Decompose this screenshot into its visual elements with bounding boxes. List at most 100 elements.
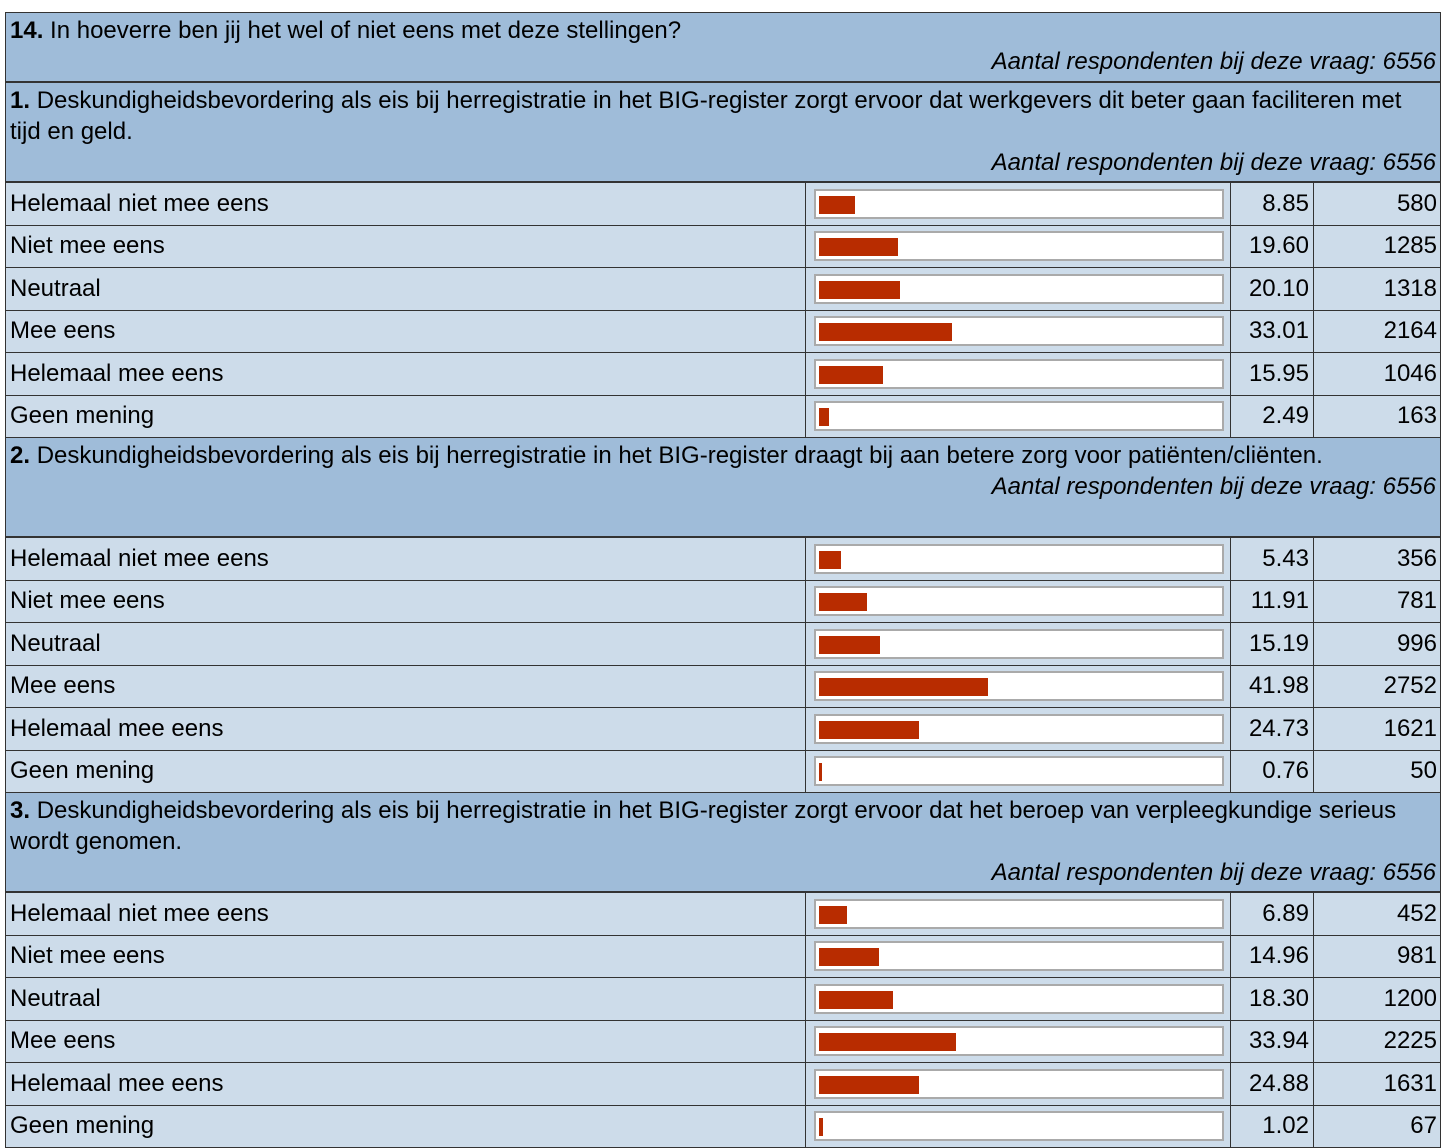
respondents: Aantal respondenten bij deze vraag: 6556 [991, 473, 1436, 500]
count: 2164 [1314, 310, 1441, 352]
percentage: 5.43 [1231, 538, 1314, 580]
bar [819, 1118, 824, 1137]
bar-track [814, 586, 1224, 617]
answer-row: Neutraal 15.19 996 [6, 623, 1441, 666]
question-line: 2. Deskundigheidsbevordering als eis bij… [10, 440, 1436, 471]
question-number: 1. [10, 87, 31, 114]
respondents: Aantal respondenten bij deze vraag: 6556 [991, 48, 1436, 75]
bar [819, 763, 823, 782]
answer-label: Niet mee eens [6, 225, 806, 267]
bar-track [814, 628, 1224, 659]
percentage: 41.98 [1231, 665, 1314, 707]
answer-row: Helemaal niet mee eens 5.43 356 [6, 538, 1441, 581]
bar-cell [806, 310, 1231, 352]
answer-row: Helemaal mee eens 24.73 1621 [6, 708, 1441, 751]
bar-track [814, 1068, 1224, 1099]
bar [819, 195, 855, 214]
bar-cell [806, 225, 1231, 267]
answer-row: Mee eens 41.98 2752 [6, 665, 1441, 708]
percentage: 15.95 [1231, 353, 1314, 395]
answer-row: Mee eens 33.01 2164 [6, 310, 1441, 353]
respondents: Aantal respondenten bij deze vraag: 6556 [991, 859, 1436, 886]
question-line: 3. Deskundigheidsbevordering als eis bij… [10, 795, 1436, 857]
answer-label: Helemaal niet mee eens [6, 183, 806, 225]
answer-label: Helemaal niet mee eens [6, 538, 806, 580]
count: 1631 [1314, 1063, 1441, 1105]
count: 452 [1314, 893, 1441, 935]
answer-row: Geen mening 1.02 67 [6, 1105, 1441, 1148]
percentage: 8.85 [1231, 183, 1314, 225]
percentage: 24.73 [1231, 708, 1314, 750]
bar [819, 365, 884, 384]
percentage: 19.60 [1231, 225, 1314, 267]
count: 67 [1314, 1105, 1441, 1147]
bar-track [814, 941, 1224, 972]
answer-label: Helemaal mee eens [6, 353, 806, 395]
bar [819, 323, 953, 342]
count: 356 [1314, 538, 1441, 580]
answer-label: Mee eens [6, 665, 806, 707]
percentage: 2.49 [1231, 395, 1314, 437]
bar-track [814, 1026, 1224, 1057]
percentage: 24.88 [1231, 1063, 1314, 1105]
answer-label: Helemaal niet mee eens [6, 893, 806, 935]
bar-track [814, 756, 1224, 787]
answer-label: Niet mee eens [6, 580, 806, 622]
bar-cell [806, 580, 1231, 622]
bar-track [814, 401, 1224, 432]
percentage: 33.01 [1231, 310, 1314, 352]
answer-row: Niet mee eens 14.96 981 [6, 935, 1441, 978]
bar-track [814, 983, 1224, 1014]
bar-track [814, 358, 1224, 389]
answer-row: Geen mening 2.49 163 [6, 395, 1441, 438]
bar-track [814, 898, 1224, 929]
bar [819, 1075, 920, 1094]
count: 1200 [1314, 978, 1441, 1020]
answer-label: Neutraal [6, 978, 806, 1020]
bar-cell [806, 395, 1231, 437]
bar [819, 990, 893, 1009]
bar-cell [806, 183, 1231, 225]
count: 1318 [1314, 268, 1441, 310]
bar-cell [806, 750, 1231, 792]
bar-cell [806, 538, 1231, 580]
answer-row: Helemaal niet mee eens 8.85 580 [6, 183, 1441, 226]
question-number: 14. [10, 17, 44, 44]
bar-cell [806, 268, 1231, 310]
bar [819, 280, 900, 299]
bar [819, 593, 867, 612]
bar-track [814, 316, 1224, 347]
bar [819, 1033, 956, 1052]
question-number: 3. [10, 797, 31, 824]
bar-track [814, 1111, 1224, 1142]
question-text: Deskundigheidsbevordering als eis bij he… [36, 442, 1323, 469]
bar-track [814, 188, 1224, 219]
bar-track [814, 713, 1224, 744]
percentage: 6.89 [1231, 893, 1314, 935]
bar-cell [806, 665, 1231, 707]
answer-label: Neutraal [6, 268, 806, 310]
bar-track [814, 231, 1224, 262]
answer-label: Geen mening [6, 1105, 806, 1147]
bar [819, 720, 919, 739]
question-header: 1. Deskundigheidsbevordering als eis bij… [6, 83, 1441, 183]
bar-cell [806, 978, 1231, 1020]
answer-label: Neutraal [6, 623, 806, 665]
answer-row: Geen mening 0.76 50 [6, 750, 1441, 793]
answer-label: Mee eens [6, 1020, 806, 1062]
answer-row: Helemaal mee eens 15.95 1046 [6, 353, 1441, 396]
answer-label: Niet mee eens [6, 935, 806, 977]
answer-row: Mee eens 33.94 2225 [6, 1020, 1441, 1063]
count: 163 [1314, 395, 1441, 437]
answer-row: Niet mee eens 19.60 1285 [6, 225, 1441, 268]
percentage: 18.30 [1231, 978, 1314, 1020]
percentage: 1.02 [1231, 1105, 1314, 1147]
answer-row: Helemaal mee eens 24.88 1631 [6, 1063, 1441, 1106]
answer-row: Helemaal niet mee eens 6.89 452 [6, 893, 1441, 936]
answer-row: Niet mee eens 11.91 781 [6, 580, 1441, 623]
percentage: 20.10 [1231, 268, 1314, 310]
percentage: 14.96 [1231, 935, 1314, 977]
bar-track [814, 671, 1224, 702]
count: 996 [1314, 623, 1441, 665]
count: 1046 [1314, 353, 1441, 395]
